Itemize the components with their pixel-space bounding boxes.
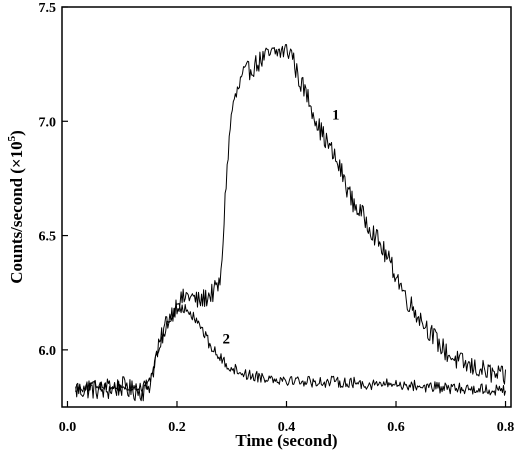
x-tick-label: 0.4 — [278, 420, 296, 435]
y-axis-title: Counts/second (×105) — [6, 130, 26, 284]
y-tick-label: 7.0 — [39, 115, 57, 130]
x-tick-label: 0.0 — [59, 420, 77, 435]
series-line-1 — [75, 44, 507, 402]
series-layer — [75, 44, 507, 402]
x-tick-label: 0.6 — [387, 420, 405, 435]
series-label-2: 2 — [223, 331, 231, 347]
y-tick-label: 6.5 — [39, 230, 57, 245]
series-line-2 — [75, 302, 507, 396]
series-label-1: 1 — [332, 107, 340, 123]
y-axis-title-suffix: ) — [7, 130, 26, 136]
y-axis-title-superscript: 5 — [6, 135, 18, 141]
x-tick-label: 0.8 — [497, 420, 515, 435]
annotation-layer: 12 — [223, 107, 340, 347]
y-axis-ticks: 6.0 6.5 7.0 7.5 — [39, 1, 68, 359]
x-tick-label: 0.2 — [168, 420, 186, 435]
y-tick-label: 6.0 — [39, 344, 57, 359]
y-axis-title-main: Counts/second (×10 — [7, 141, 26, 283]
y-tick-label: 7.5 — [39, 1, 57, 16]
x-axis-ticks: 0.0 0.2 0.4 0.6 0.8 — [59, 401, 515, 435]
x-axis-title: Time (second) — [235, 431, 337, 450]
